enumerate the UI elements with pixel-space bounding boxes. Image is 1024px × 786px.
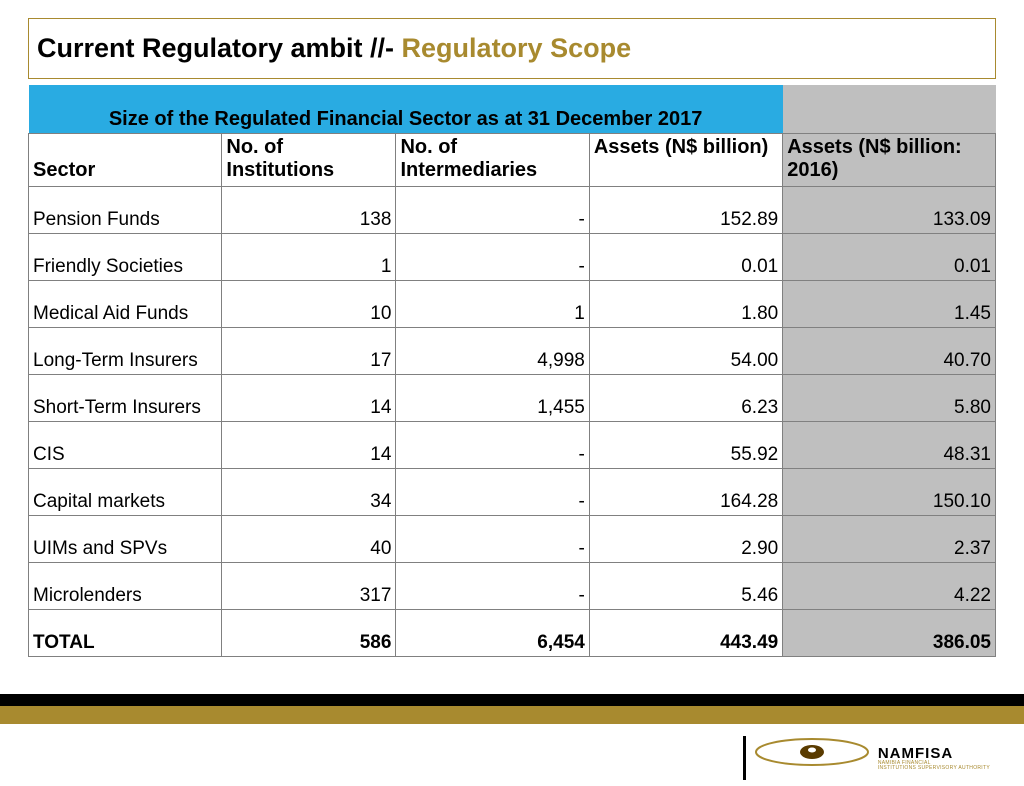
cell-sector: Pension Funds <box>29 187 222 234</box>
cell-assets-2016: 1.45 <box>783 281 996 328</box>
cell-sector: UIMs and SPVs <box>29 516 222 563</box>
title-part2: Regulatory Scope <box>402 33 632 63</box>
table-row: CIS14-55.9248.31 <box>29 422 996 469</box>
table-total-row: TOTAL 586 6,454 443.49 386.05 <box>29 610 996 657</box>
cell-assets: 152.89 <box>589 187 782 234</box>
col-assets-2016: Assets (N$ billion: 2016) <box>783 134 996 187</box>
table-row: Short-Term Insurers141,4556.235.80 <box>29 375 996 422</box>
cell-inst: 14 <box>222 375 396 422</box>
cell-assets-2016: 150.10 <box>783 469 996 516</box>
banner-grey-cell <box>783 85 996 134</box>
cell-sector: Long-Term Insurers <box>29 328 222 375</box>
cell-assets: 0.01 <box>589 234 782 281</box>
cell-inter: - <box>396 187 589 234</box>
total-assets: 443.49 <box>589 610 782 657</box>
cell-sector: Medical Aid Funds <box>29 281 222 328</box>
cell-inst: 317 <box>222 563 396 610</box>
cell-inst: 17 <box>222 328 396 375</box>
cell-inter: - <box>396 563 589 610</box>
table-row: Medical Aid Funds1011.801.45 <box>29 281 996 328</box>
table-row: Long-Term Insurers174,99854.0040.70 <box>29 328 996 375</box>
cell-assets-2016: 40.70 <box>783 328 996 375</box>
cell-assets-2016: 4.22 <box>783 563 996 610</box>
cell-assets: 2.90 <box>589 516 782 563</box>
cell-inter: - <box>396 234 589 281</box>
cell-assets-2016: 48.31 <box>783 422 996 469</box>
cell-inter: - <box>396 422 589 469</box>
cell-inst: 14 <box>222 422 396 469</box>
cell-inst: 10 <box>222 281 396 328</box>
cell-sector: Short-Term Insurers <box>29 375 222 422</box>
table-container: Size of the Regulated Financial Sector a… <box>28 85 996 657</box>
total-label: TOTAL <box>29 610 222 657</box>
regulatory-table: Size of the Regulated Financial Sector a… <box>28 85 996 657</box>
cell-inst: 40 <box>222 516 396 563</box>
cell-assets-2016: 5.80 <box>783 375 996 422</box>
logo-text: NAMFISA NAMIBIA FINANCIAL INSTITUTIONS S… <box>878 746 990 771</box>
cell-inst: 1 <box>222 234 396 281</box>
page-title-box: Current Regulatory ambit //- Regulatory … <box>28 18 996 79</box>
footer-bar-black <box>0 694 1024 706</box>
cell-sector: Capital markets <box>29 469 222 516</box>
cell-assets: 1.80 <box>589 281 782 328</box>
total-inter: 6,454 <box>396 610 589 657</box>
table-row: Capital markets34-164.28150.10 <box>29 469 996 516</box>
cell-assets: 5.46 <box>589 563 782 610</box>
col-intermediaries: No. of Intermediaries <box>396 134 589 187</box>
cell-assets: 55.92 <box>589 422 782 469</box>
cell-assets-2016: 133.09 <box>783 187 996 234</box>
table-row: Pension Funds138-152.89133.09 <box>29 187 996 234</box>
namfisa-logo: NAMFISA NAMIBIA FINANCIAL INSTITUTIONS S… <box>743 736 990 780</box>
cell-assets: 6.23 <box>589 375 782 422</box>
table-banner-row: Size of the Regulated Financial Sector a… <box>29 85 996 134</box>
col-sector: Sector <box>29 134 222 187</box>
cell-assets: 54.00 <box>589 328 782 375</box>
cell-sector: CIS <box>29 422 222 469</box>
cell-assets-2016: 0.01 <box>783 234 996 281</box>
logo-divider <box>743 736 746 780</box>
cell-inter: - <box>396 516 589 563</box>
table-row: Friendly Societies1-0.010.01 <box>29 234 996 281</box>
cell-sector: Microlenders <box>29 563 222 610</box>
title-part1: Current Regulatory ambit //- <box>37 33 402 63</box>
footer-bar-gold <box>0 706 1024 724</box>
cell-inter: 1 <box>396 281 589 328</box>
cell-inst: 34 <box>222 469 396 516</box>
cell-assets: 164.28 <box>589 469 782 516</box>
table-header-row: Sector No. of Institutions No. of Interm… <box>29 134 996 187</box>
footer-bars <box>0 694 1024 724</box>
total-assets-2016: 386.05 <box>783 610 996 657</box>
col-assets: Assets (N$ billion) <box>589 134 782 187</box>
eye-icon <box>752 736 872 780</box>
cell-sector: Friendly Societies <box>29 234 222 281</box>
table-banner: Size of the Regulated Financial Sector a… <box>29 85 783 134</box>
table-row: UIMs and SPVs40-2.902.37 <box>29 516 996 563</box>
logo-sub2: INSTITUTIONS SUPERVISORY AUTHORITY <box>878 766 990 771</box>
cell-inter: - <box>396 469 589 516</box>
cell-assets-2016: 2.37 <box>783 516 996 563</box>
total-inst: 586 <box>222 610 396 657</box>
cell-inter: 1,455 <box>396 375 589 422</box>
cell-inter: 4,998 <box>396 328 589 375</box>
col-institutions: No. of Institutions <box>222 134 396 187</box>
logo-name: NAMFISA <box>878 746 990 761</box>
cell-inst: 138 <box>222 187 396 234</box>
table-row: Microlenders317-5.464.22 <box>29 563 996 610</box>
